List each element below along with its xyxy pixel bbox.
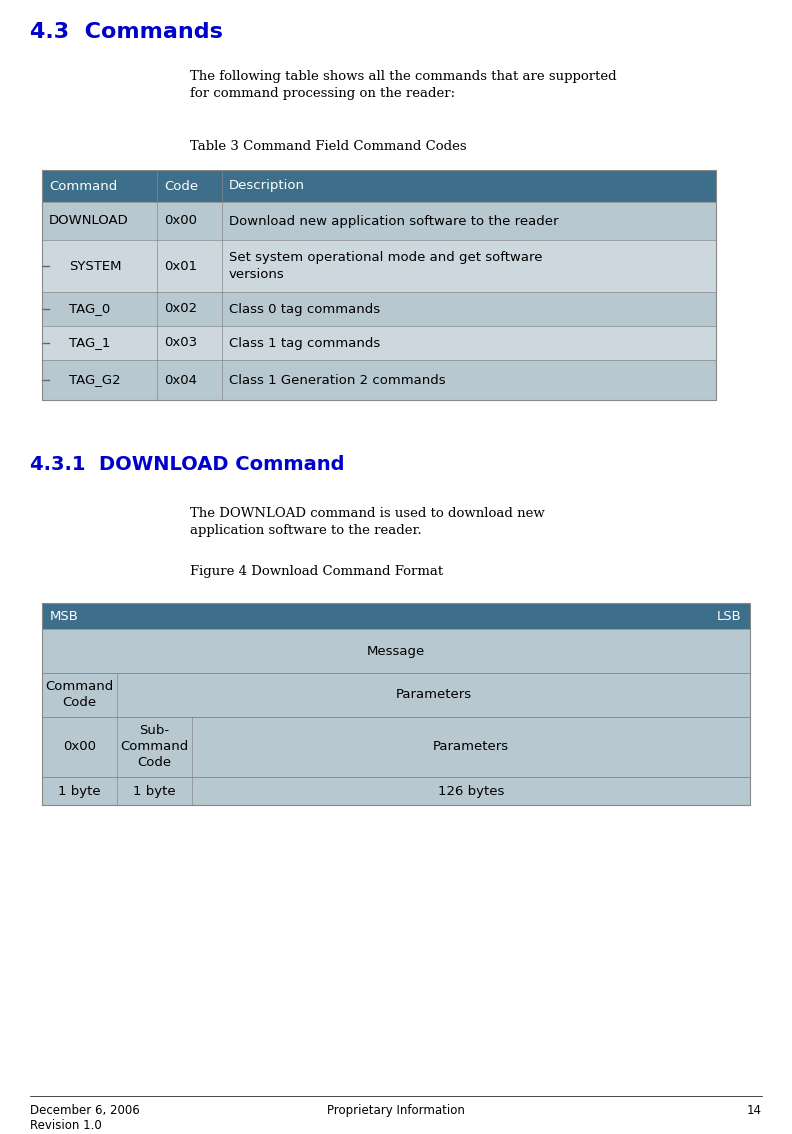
- Text: Download new application software to the reader: Download new application software to the…: [229, 214, 558, 228]
- FancyBboxPatch shape: [42, 629, 750, 672]
- Text: TAG_G2: TAG_G2: [69, 373, 120, 387]
- Text: Sub-
Command
Code: Sub- Command Code: [120, 725, 188, 770]
- Text: LSB: LSB: [718, 609, 742, 623]
- Text: 0x03: 0x03: [164, 337, 197, 349]
- Text: Parameters: Parameters: [433, 741, 509, 753]
- FancyBboxPatch shape: [42, 240, 716, 291]
- FancyBboxPatch shape: [42, 291, 716, 325]
- Text: Figure 4 Download Command Format: Figure 4 Download Command Format: [190, 565, 444, 578]
- Text: December 6, 2006
Revision 1.0: December 6, 2006 Revision 1.0: [30, 1105, 139, 1132]
- Text: The DOWNLOAD command is used to download new
application software to the reader.: The DOWNLOAD command is used to download…: [190, 507, 545, 538]
- Text: 126 bytes: 126 bytes: [438, 785, 505, 797]
- Text: 4.3.1  DOWNLOAD Command: 4.3.1 DOWNLOAD Command: [30, 455, 345, 474]
- Text: TAG_1: TAG_1: [69, 337, 110, 349]
- FancyBboxPatch shape: [42, 672, 750, 717]
- Text: Set system operational mode and get software
versions: Set system operational mode and get soft…: [229, 252, 543, 280]
- Text: Command: Command: [49, 179, 117, 193]
- Text: 1 byte: 1 byte: [133, 785, 176, 797]
- FancyBboxPatch shape: [42, 777, 750, 805]
- Text: SYSTEM: SYSTEM: [69, 260, 121, 272]
- Text: MSB: MSB: [50, 609, 79, 623]
- Text: 0x02: 0x02: [164, 303, 197, 315]
- FancyBboxPatch shape: [42, 170, 716, 202]
- Text: TAG_0: TAG_0: [69, 303, 110, 315]
- Text: Command
Code: Command Code: [45, 680, 113, 710]
- FancyBboxPatch shape: [42, 325, 716, 359]
- Text: Proprietary Information: Proprietary Information: [327, 1105, 465, 1117]
- FancyBboxPatch shape: [42, 202, 716, 240]
- Text: Code: Code: [164, 179, 198, 193]
- Text: Message: Message: [367, 644, 425, 658]
- FancyBboxPatch shape: [42, 603, 750, 629]
- Text: The following table shows all the commands that are supported
for command proces: The following table shows all the comman…: [190, 70, 617, 100]
- Text: Description: Description: [229, 179, 305, 193]
- Text: 0x04: 0x04: [164, 373, 197, 387]
- Text: 14: 14: [747, 1105, 762, 1117]
- FancyBboxPatch shape: [42, 359, 716, 400]
- Text: 0x01: 0x01: [164, 260, 197, 272]
- Text: Parameters: Parameters: [395, 688, 471, 702]
- Text: Table 3 Command Field Command Codes: Table 3 Command Field Command Codes: [190, 139, 466, 153]
- Text: Class 1 Generation 2 commands: Class 1 Generation 2 commands: [229, 373, 446, 387]
- Text: 1 byte: 1 byte: [58, 785, 101, 797]
- Text: 0x00: 0x00: [63, 741, 96, 753]
- FancyBboxPatch shape: [42, 717, 750, 777]
- Text: Class 0 tag commands: Class 0 tag commands: [229, 303, 380, 315]
- Text: DOWNLOAD: DOWNLOAD: [49, 214, 129, 228]
- Text: 0x00: 0x00: [164, 214, 197, 228]
- Text: 4.3  Commands: 4.3 Commands: [30, 22, 223, 42]
- Text: Class 1 tag commands: Class 1 tag commands: [229, 337, 380, 349]
